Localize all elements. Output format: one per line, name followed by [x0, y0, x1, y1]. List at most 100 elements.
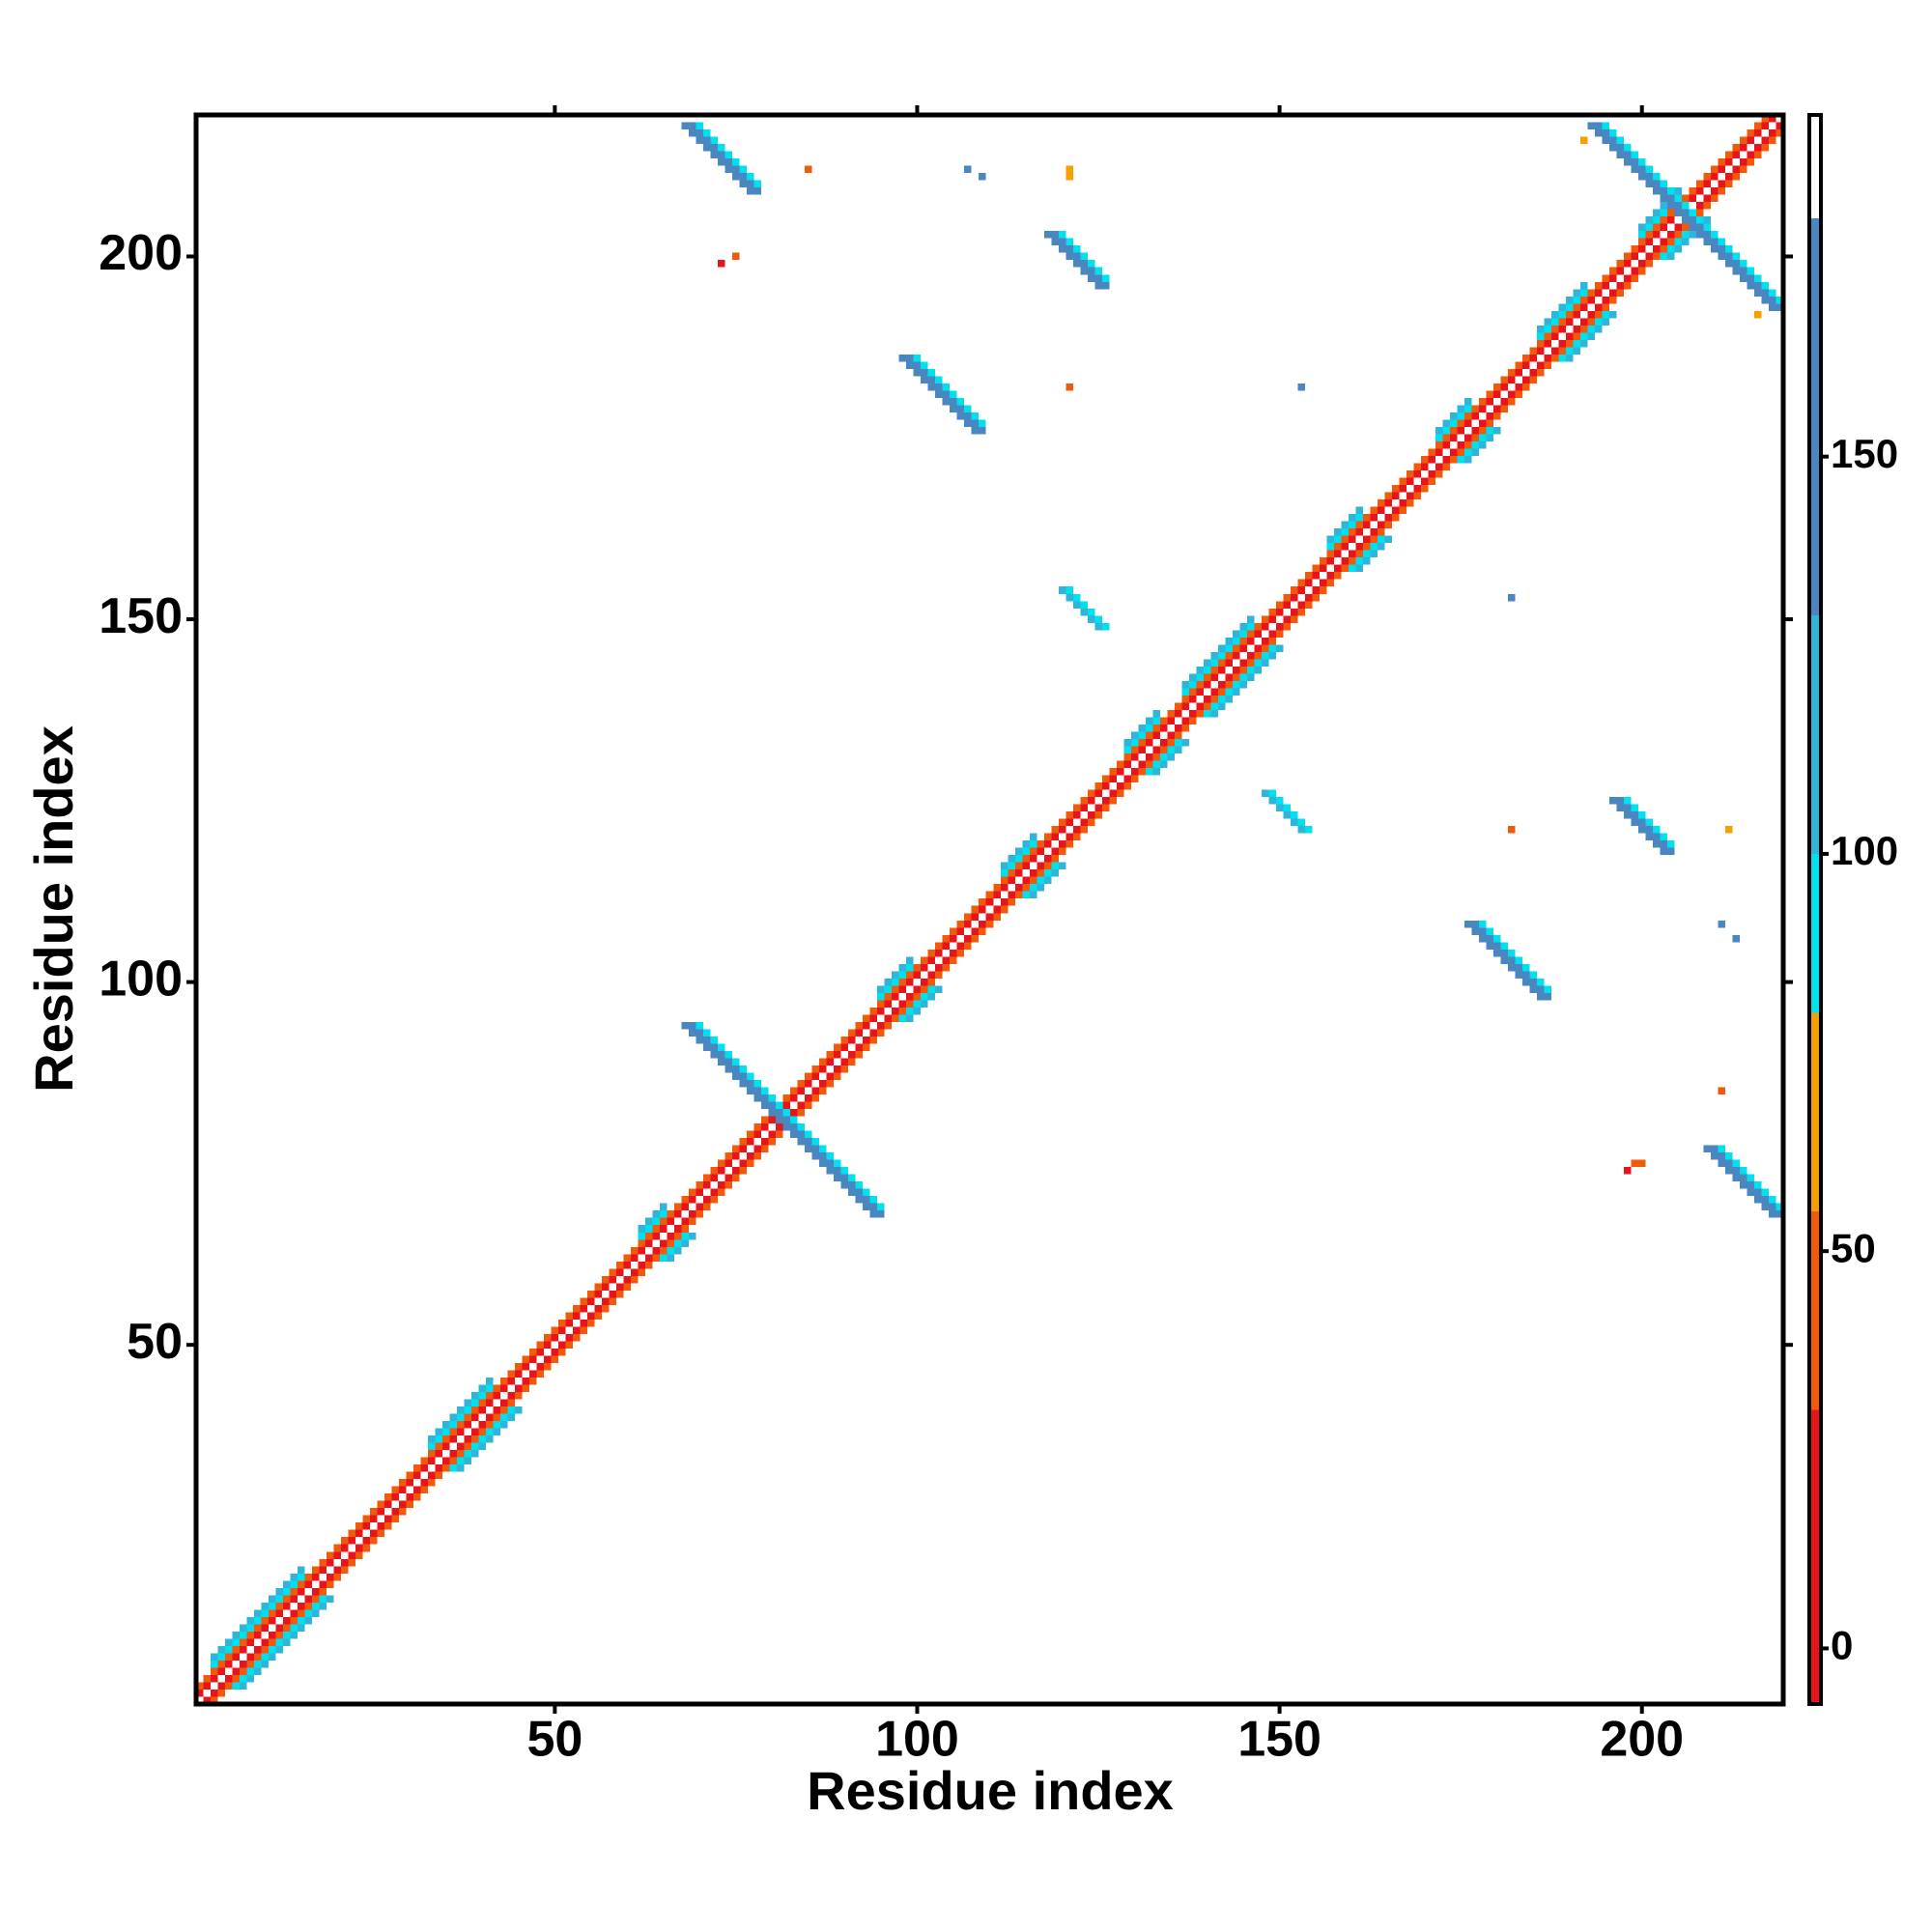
heatmap-segment [1065, 586, 1110, 631]
x-tick-label: 100 [875, 1712, 959, 1768]
heatmap-segment [681, 1021, 878, 1218]
heatmap-segment [1637, 1159, 1646, 1168]
x-tick-label: 150 [1237, 1712, 1321, 1768]
heatmap-segment [1029, 862, 1066, 899]
plot-frame [193, 112, 1786, 1707]
heatmap-segment [1594, 122, 1783, 311]
heatmap-segment [1326, 506, 1363, 544]
colorbar-bin [1809, 217, 1821, 616]
heatmap-segment [1065, 383, 1073, 391]
colorbar-bin [1809, 1012, 1821, 1212]
heatmap-segment [689, 1021, 885, 1218]
heatmap-segment [1181, 622, 1255, 696]
x-tick-label: 50 [526, 1712, 582, 1768]
heatmap-segment [1326, 514, 1363, 551]
heatmap-segment [1724, 826, 1733, 834]
heatmap-segment [1065, 173, 1073, 181]
heatmap-segment [1587, 122, 1776, 311]
heatmap-segment [1123, 717, 1160, 754]
heatmap-segment [1022, 862, 1059, 899]
heatmap-segment [1297, 383, 1305, 391]
heatmap-segment [1457, 426, 1493, 464]
heatmap-segment [1623, 1167, 1632, 1175]
heatmap-segment [211, 1566, 305, 1661]
heatmap-segment [1145, 738, 1182, 776]
heatmap-segment [457, 1406, 523, 1472]
heatmap-segment [1043, 231, 1102, 290]
colorbar-tick-label: 50 [1831, 1225, 1876, 1270]
axes: 50 100 150 200 50 100 150 200 [99, 105, 1793, 1768]
heatmap-segment [877, 963, 914, 1001]
heatmap-segment [732, 252, 740, 261]
heatmap-segment [805, 165, 812, 174]
heatmap-segment [1123, 709, 1160, 747]
heatmap-segment [906, 354, 986, 435]
heatmap-segment [718, 260, 725, 268]
heatmap-segment [428, 1384, 494, 1451]
heatmap-segment [1579, 136, 1588, 145]
heatmap-segment [964, 165, 972, 174]
heatmap-segment [1718, 1145, 1783, 1211]
heatmap-segment [667, 1232, 696, 1262]
heatmap-segment [1732, 934, 1740, 943]
heatmap-segment [638, 1203, 668, 1233]
heatmap-segment [1435, 405, 1472, 442]
heatmap-segment [696, 122, 762, 188]
heatmap-segment [203, 122, 1783, 1704]
heatmap-segment [913, 354, 986, 427]
heatmap-segment [1631, 1159, 1638, 1168]
heatmap-segment [898, 985, 936, 1022]
heatmap-segment [1000, 840, 1037, 877]
x-axis-title: Residue index [807, 1760, 1174, 1821]
y-axis-title: Residue index [23, 725, 84, 1093]
heatmap-segment [1536, 281, 1588, 333]
heatmap-segment [1065, 165, 1073, 174]
heatmap-segment [696, 1021, 885, 1211]
colorbar-tick-label: 100 [1831, 828, 1898, 873]
heatmap-segment [1536, 289, 1588, 340]
heatmap-segment [1435, 397, 1472, 435]
heatmap-segment [211, 129, 1784, 1704]
colorbar-frame [1807, 113, 1823, 1706]
heatmap-segment [1268, 789, 1313, 834]
heatmap-segment [449, 1406, 516, 1472]
heatmap-segment [1463, 920, 1545, 1001]
colorbar-tick-label: 0 [1831, 1623, 1853, 1668]
heatmap-segment [1000, 833, 1037, 870]
y-tick-label: 200 [99, 225, 183, 281]
y-tick-label: 50 [127, 1314, 183, 1370]
colorbar: 0 50 100 150 [1807, 113, 1898, 1706]
heatmap-segment [1507, 593, 1516, 602]
heatmap-segment [1616, 797, 1675, 856]
heatmap-segment [1355, 535, 1392, 573]
heatmap-segment [1718, 1087, 1725, 1095]
heatmap-segment [428, 1377, 494, 1443]
heatmap-segment [1152, 738, 1189, 776]
heatmap-segment [1507, 826, 1516, 834]
colorbar-bin [1809, 615, 1821, 854]
heatmap-segment [1210, 644, 1284, 718]
heatmap-segment [1623, 797, 1675, 848]
heatmap-segment [1478, 920, 1551, 993]
heatmap-segment [232, 1595, 327, 1690]
colorbar-bin [1809, 1409, 1821, 1704]
colorbar-bin [1809, 115, 1821, 218]
heatmap-segment [1058, 586, 1102, 631]
colorbar-tick-label: 150 [1831, 431, 1898, 476]
heatmap-segment [898, 354, 980, 435]
y-tick-label: 150 [99, 588, 183, 644]
heatmap-segment [1463, 426, 1501, 464]
colorbar-bin [1809, 853, 1821, 1013]
heatmap-segment [196, 115, 1769, 1690]
heatmap-segment [877, 956, 914, 993]
heatmap-segment [1058, 231, 1110, 282]
heatmap-segment [979, 173, 986, 181]
heatmap-segment [1753, 310, 1762, 319]
heatmap-segment [906, 985, 943, 1022]
heatmap-segment [1718, 920, 1725, 928]
heatmap-segment [211, 1573, 305, 1668]
heatmap-segment [1348, 535, 1385, 573]
heatmap-segment [1565, 310, 1617, 362]
